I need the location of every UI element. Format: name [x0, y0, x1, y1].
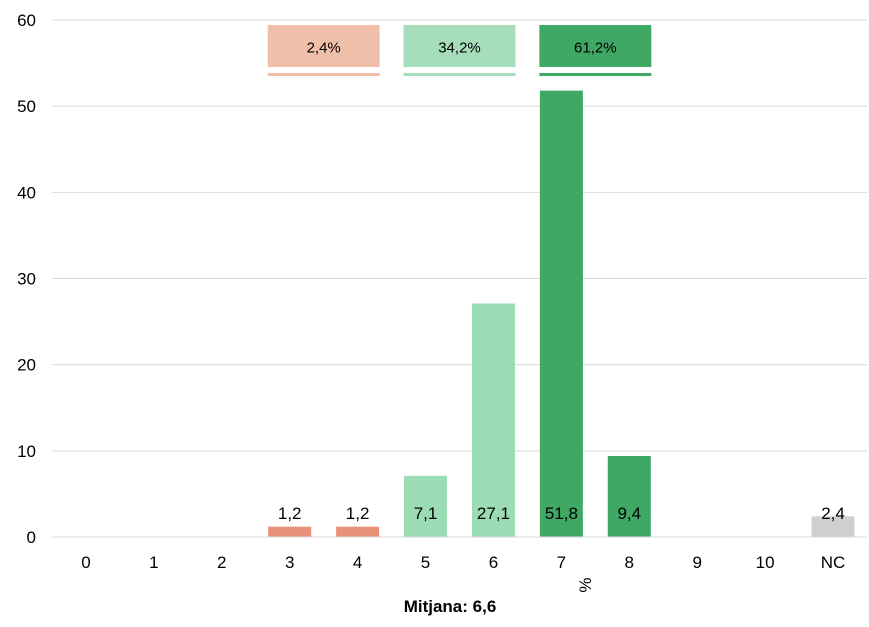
- data-label: 2,4: [821, 504, 845, 523]
- group-underline: [539, 73, 652, 76]
- x-tick-label: 7: [557, 553, 566, 572]
- y-tick-label: 40: [17, 183, 36, 202]
- y-tick-label: 0: [27, 528, 36, 547]
- x-tick-label: 6: [489, 553, 498, 572]
- group-underline: [267, 73, 380, 76]
- x-tick-label: 0: [81, 553, 90, 572]
- y-tick-label: 10: [17, 442, 36, 461]
- data-label: 1,2: [346, 504, 370, 523]
- y-tick-label: 60: [17, 11, 36, 30]
- x-tick-label: 10: [756, 553, 775, 572]
- data-label: 27,1: [477, 504, 510, 523]
- bar: [471, 303, 515, 537]
- y-tick-label: 50: [17, 97, 36, 116]
- bar: [607, 456, 651, 537]
- group-label: 2,4%: [307, 39, 341, 56]
- mean-annotation: Mitjana: 6,6: [404, 597, 497, 616]
- x-tick-label: 9: [692, 553, 701, 572]
- group-underline: [403, 73, 516, 76]
- bar: [404, 475, 448, 537]
- bar: [336, 526, 380, 537]
- x-axis-label: %: [576, 577, 595, 592]
- data-label: 51,8: [545, 504, 578, 523]
- x-axis: 0 1 2 3 4 5 6 7 8 9 10 NC: [52, 536, 867, 572]
- group-box: [539, 25, 652, 67]
- bar: [811, 516, 855, 537]
- data-label: 1,2: [278, 504, 302, 523]
- x-tick-label: NC: [821, 553, 846, 572]
- data-label: 9,4: [617, 504, 641, 523]
- x-tick-label: 2: [217, 553, 226, 572]
- data-labels: 1,2 1,2 7,1 27,1 51,8 9,4 2,4: [278, 504, 845, 523]
- group-box: [403, 25, 516, 67]
- bars: [268, 90, 855, 537]
- x-tick-label: 3: [285, 553, 294, 572]
- x-tick-label: 5: [421, 553, 430, 572]
- data-label: 7,1: [414, 504, 438, 523]
- group-labels: 2,4% 34,2% 61,2%: [267, 25, 652, 76]
- group-box: [267, 25, 380, 67]
- y-axis-ticks: 0 10 20 30 40 50 60: [17, 11, 36, 547]
- gridlines: [52, 19, 867, 452]
- group-label: 61,2%: [574, 39, 617, 56]
- bar: [539, 90, 583, 537]
- x-tick-label: 1: [149, 553, 158, 572]
- bar: [268, 526, 312, 537]
- group-label: 34,2%: [438, 39, 481, 56]
- y-tick-label: 30: [17, 269, 36, 288]
- x-tick-label: 4: [353, 553, 362, 572]
- x-tick-label: 8: [625, 553, 634, 572]
- y-tick-label: 20: [17, 356, 36, 375]
